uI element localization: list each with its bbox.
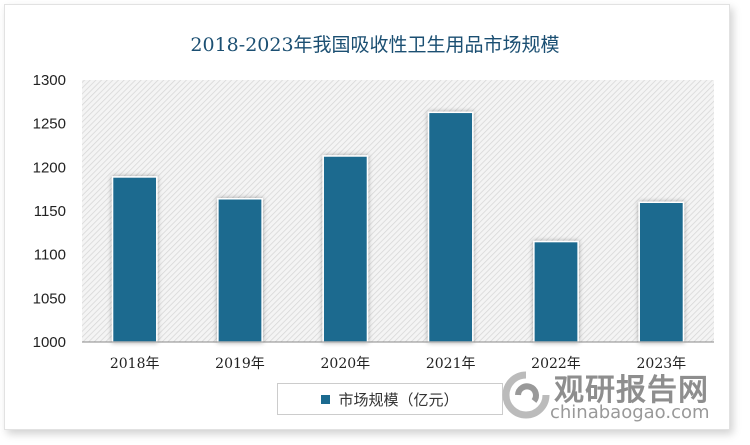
bar-2019年 <box>217 198 263 343</box>
bar-2021年 <box>427 111 474 343</box>
watermark-en: chinabaogao.com <box>550 402 710 423</box>
y-tick-label: 1050 <box>33 290 66 307</box>
bar-2018年 <box>111 176 158 343</box>
x-tick-label: 2023年 <box>637 356 687 372</box>
y-tick-label: 1250 <box>33 116 66 133</box>
y-tick-label: 1000 <box>33 334 66 351</box>
y-tick-label: 1150 <box>34 203 66 220</box>
bar-2022年 <box>533 240 579 343</box>
bar-2023年 <box>638 201 685 343</box>
logo-swirl-icon <box>502 371 550 419</box>
x-tick-label: 2019年 <box>215 356 265 372</box>
watermark-cn: 观研报告网 <box>554 373 709 408</box>
chart-title: 2018-2023年我国吸收性卫生用品市场规模 <box>190 34 560 56</box>
legend-swatch <box>321 394 331 404</box>
legend: 市场规模（亿元） <box>277 383 503 415</box>
watermark-logo: 观研报告网 chinabaogao.com <box>496 365 736 425</box>
x-tick-label: 2021年 <box>426 356 476 372</box>
y-tick-label: 1300 <box>33 72 66 89</box>
x-tick-label: 2018年 <box>110 356 160 372</box>
y-tick-label: 1200 <box>33 159 66 176</box>
bar-2020年 <box>322 155 369 343</box>
x-tick-label: 2020年 <box>321 356 371 372</box>
y-tick-label: 1100 <box>34 247 66 264</box>
plot-area <box>82 80 714 342</box>
x-tick-label: 2022年 <box>531 356 581 372</box>
legend-label: 市场规模（亿元） <box>338 390 459 409</box>
